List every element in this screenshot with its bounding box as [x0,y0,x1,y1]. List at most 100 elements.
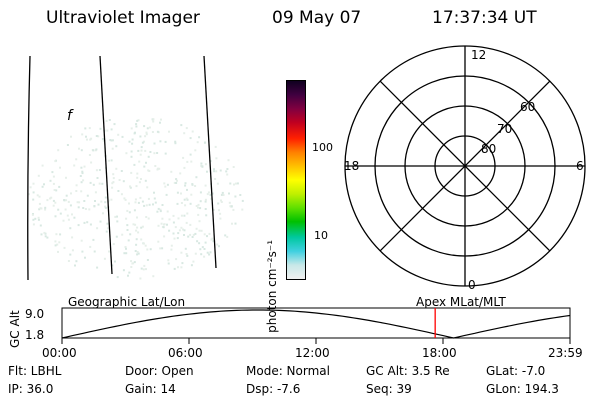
colorbar-tick-100: 100 [312,141,333,154]
emission-speckle [156,210,159,213]
emission-speckle [127,274,129,277]
emission-speckle [76,201,79,204]
emission-speckle [219,217,222,220]
emission-speckle [216,182,219,185]
emission-speckle [74,264,76,267]
emission-speckle [140,238,143,241]
emission-speckle [80,190,83,193]
emission-speckle [136,253,139,256]
emission-speckle [49,179,52,182]
emission-speckle [83,200,86,202]
emission-speckle [198,229,201,232]
emission-speckle [186,188,188,191]
emission-speckle [130,155,133,158]
emission-speckle [185,221,188,224]
emission-speckle [126,209,129,212]
emission-speckle [59,166,61,169]
emission-speckle [112,243,115,246]
emission-speckle [142,268,145,271]
y-tick-1.8: 1.8 [25,328,44,342]
emission-speckle [121,233,124,236]
emission-speckle [118,179,121,181]
emission-speckle [130,171,133,174]
emission-speckle [135,123,138,126]
emission-speckle [159,121,161,124]
emission-speckle [194,185,197,187]
emission-speckle [226,173,229,176]
emission-speckle [183,229,186,232]
emission-speckle [206,193,209,196]
emission-speckle [37,174,40,177]
emission-speckle [161,247,164,250]
emission-speckle [127,239,130,242]
emission-speckle [139,153,142,156]
emission-speckle [232,166,235,168]
emission-speckle [140,178,142,180]
emission-speckle [145,204,148,207]
emission-speckle [136,119,139,122]
emission-speckle [99,220,102,223]
emission-speckle [97,203,100,206]
emission-speckle [88,127,91,130]
emission-speckle [108,250,110,253]
emission-speckle [176,202,179,205]
emission-speckle [182,156,185,159]
emission-speckle [209,193,212,196]
emission-speckle [229,205,232,208]
emission-speckle [97,135,100,138]
emission-speckle [159,247,162,250]
emission-speckle [183,234,185,236]
emission-speckle [36,194,39,197]
emission-speckle [131,262,134,265]
emission-speckle [122,180,125,183]
emission-speckle [29,186,32,189]
emission-speckle [217,202,220,205]
polar-mlat-mlt-plot: 12 6 0 18 80 70 60 [344,45,586,291]
emission-speckle [37,216,40,219]
emission-speckle [115,167,118,170]
emission-speckle [154,201,157,204]
emission-speckle [137,119,140,122]
emission-speckle [166,223,168,226]
emission-speckle [85,135,87,138]
emission-speckle [104,201,107,204]
emission-speckle [184,204,187,207]
emission-speckle [134,201,137,204]
emission-speckle [196,240,199,243]
mlt-label-18: 18 [344,159,359,173]
emission-speckle [130,127,133,130]
emission-speckle [104,196,107,199]
emission-speckle [175,178,178,181]
emission-speckle [225,170,228,173]
emission-speckle [219,169,222,172]
emission-speckle [180,251,183,254]
emission-speckle [157,207,160,210]
emission-speckle [200,164,203,167]
orbit-right-title: Apex MLat/MLT [416,295,506,309]
emission-speckle [102,212,104,215]
emission-speckle [27,193,30,196]
emission-speckle [75,158,78,161]
emission-speckle [180,266,183,269]
orbit-altitude-plot: 9.0 1.8 GC Alt [8,307,571,348]
emission-speckle [94,200,96,202]
emission-speckle [226,235,229,238]
emission-speckle [40,233,43,236]
emission-speckle [201,165,204,168]
emission-speckle [41,164,44,167]
emission-speckle [151,131,154,133]
emission-speckle [189,137,192,140]
emission-speckle [140,226,143,229]
emission-speckle [146,259,149,261]
emission-speckle [160,118,162,121]
glat-info: GLat: -7.0 [486,364,546,378]
emission-speckle [125,217,128,220]
emission-speckle [132,223,135,226]
emission-speckle [65,199,68,202]
emission-speckle [218,245,220,248]
emission-speckle [52,199,55,202]
emission-speckle [44,206,47,209]
emission-speckle [139,277,142,280]
emission-speckle [84,256,86,259]
emission-speckle [143,165,146,168]
